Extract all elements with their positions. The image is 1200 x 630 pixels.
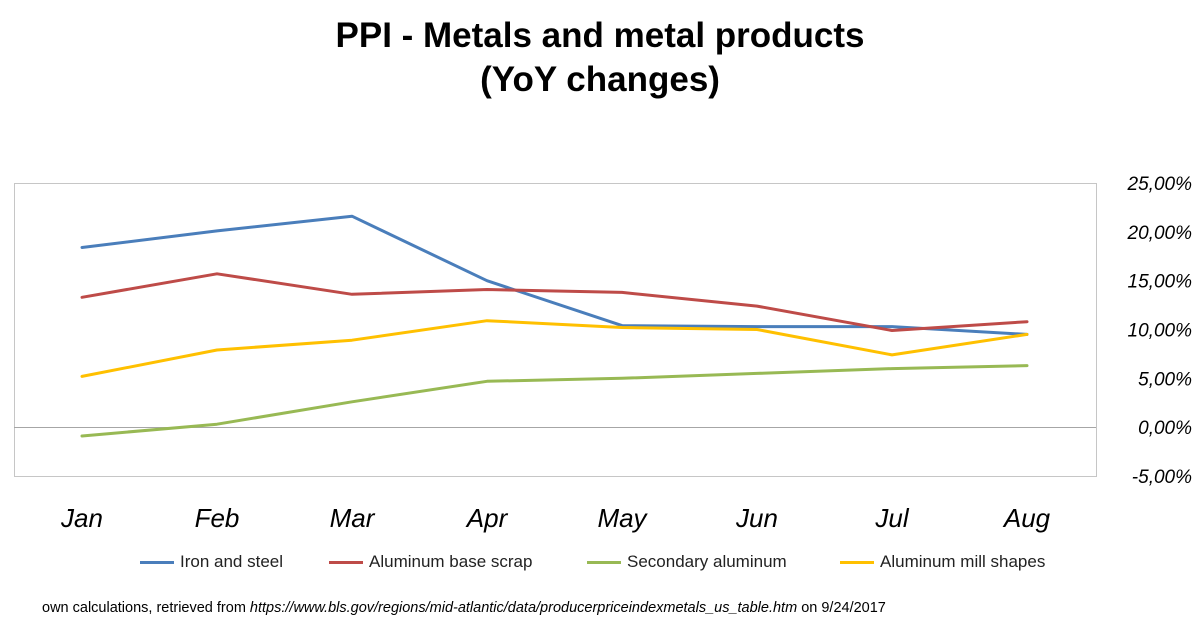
- series-line-2: [80, 272, 1029, 332]
- chart-title-line-1: PPI - Metals and metal products: [335, 16, 865, 55]
- x-tick-label: Feb: [195, 503, 240, 533]
- x-tick-label: May: [597, 503, 648, 533]
- chart-title: PPI - Metals and metal products (YoY cha…: [0, 14, 1200, 102]
- legend-label: Aluminum base scrap: [369, 552, 533, 571]
- x-tick-label: Jul: [874, 503, 909, 533]
- y-tick-label: 25,00%: [1127, 174, 1193, 195]
- y-tick-label: 5,00%: [1138, 369, 1192, 390]
- y-tick-label: 0,00%: [1138, 418, 1192, 439]
- y-tick-label: 15,00%: [1128, 272, 1193, 293]
- series-line-3: [80, 364, 1029, 438]
- chart-title-line-2: (YoY changes): [480, 60, 720, 99]
- legend-label: Iron and steel: [180, 552, 284, 571]
- source-prefix: own calculations, retrieved from: [42, 600, 250, 616]
- y-tick-label: 10,00%: [1128, 321, 1193, 342]
- plot-area-border: [14, 183, 1097, 477]
- x-tick-label: Jan: [60, 503, 103, 533]
- y-tick-label: 20,00%: [1127, 223, 1193, 244]
- legend-swatch: [840, 560, 874, 564]
- source-suffix: on 9/24/2017: [797, 600, 886, 616]
- x-tick-label: Jun: [735, 503, 778, 533]
- legend-label: Aluminum mill shapes: [880, 552, 1046, 571]
- legend-swatch: [587, 560, 621, 564]
- x-tick-label: Apr: [465, 503, 509, 533]
- series-line-4: [80, 319, 1029, 378]
- legend-item: Aluminum base scrap: [329, 550, 532, 574]
- x-tick-label: Aug: [1002, 503, 1051, 533]
- legend-label: Secondary aluminum: [627, 552, 787, 571]
- y-tick-label: -5,00%: [1132, 467, 1192, 488]
- source-url[interactable]: https://www.bls.gov/regions/mid-atlantic…: [249, 600, 798, 616]
- source-note: own calculations, retrieved from https:/…: [42, 600, 886, 616]
- legend-item: Secondary aluminum: [587, 550, 787, 574]
- legend-item: Aluminum mill shapes: [840, 550, 1045, 574]
- x-tick-label: Mar: [330, 503, 376, 533]
- legend-item: Iron and steel: [140, 550, 283, 574]
- legend-swatch: [329, 560, 363, 564]
- chart-legend: Iron and steel Aluminum base scrap Seconda…: [0, 550, 1200, 574]
- legend-swatch: [140, 560, 174, 564]
